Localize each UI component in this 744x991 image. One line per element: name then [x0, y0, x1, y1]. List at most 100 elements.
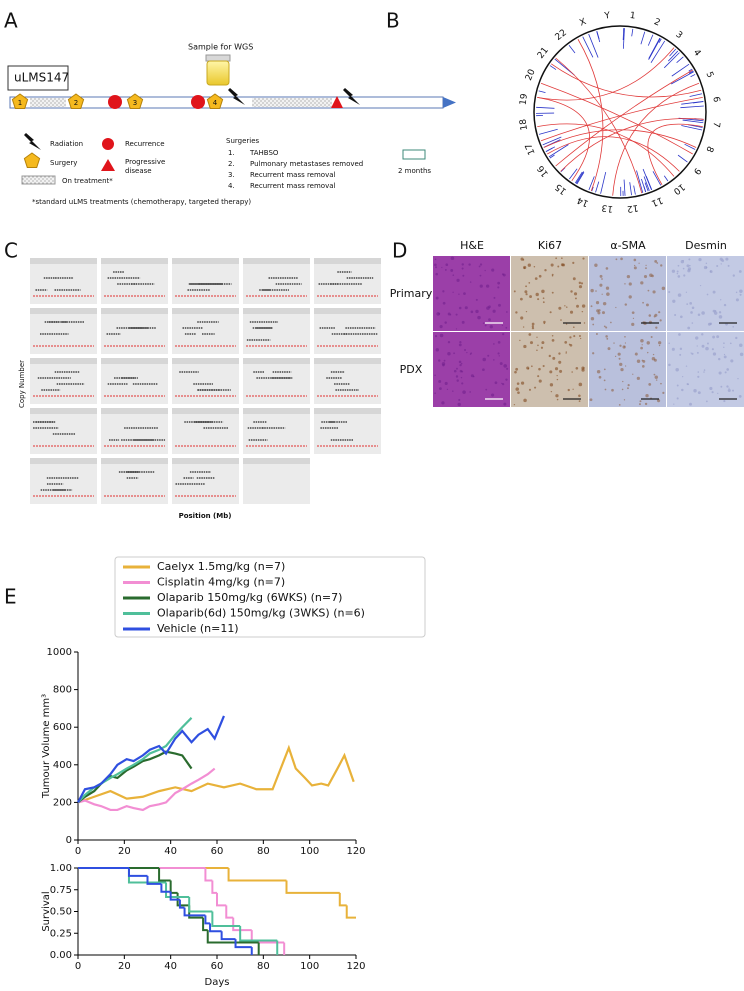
- stain-texture: [522, 326, 525, 328]
- stain-texture: [513, 290, 516, 293]
- stain-texture: [610, 321, 612, 324]
- stain-texture: [605, 267, 609, 270]
- stain-texture: [520, 381, 525, 385]
- sv-mark: [648, 38, 661, 60]
- stain-texture: [718, 311, 722, 314]
- stain-texture: [486, 306, 490, 310]
- stain-texture: [647, 289, 650, 292]
- sv-chord: [547, 136, 680, 172]
- sv-mark: [568, 44, 576, 54]
- sv-mark: [538, 128, 558, 135]
- sample-label: Sample for WGS: [188, 43, 253, 52]
- sv-chord: [560, 118, 704, 172]
- stain-texture: [739, 352, 744, 357]
- stain-texture: [676, 384, 679, 387]
- stain-texture: [683, 274, 686, 277]
- stain-texture: [549, 383, 554, 387]
- stain-texture: [648, 314, 652, 317]
- stain-texture: [595, 290, 597, 292]
- stain-texture: [701, 344, 705, 348]
- cn-panel: [243, 458, 310, 504]
- x-tick-label: 100: [300, 961, 319, 972]
- stain-texture: [479, 274, 482, 277]
- stain-texture: [485, 388, 488, 391]
- cn-strip: [314, 258, 381, 264]
- cn-strip: [172, 408, 239, 414]
- stain-texture: [457, 402, 461, 407]
- stain-texture: [550, 390, 553, 393]
- histology-image: [433, 256, 510, 331]
- survival-step: [178, 899, 185, 909]
- timeline-arrow: [443, 97, 456, 108]
- sv-mark: [588, 176, 595, 191]
- sv-mark: [549, 65, 557, 70]
- chromosome-label: 22: [554, 28, 569, 43]
- chromosome-label: 6: [710, 96, 721, 103]
- stain-texture: [434, 374, 436, 377]
- legend-progression: [101, 159, 115, 171]
- stain-texture: [640, 339, 644, 343]
- axis-label: Copy Number: [18, 360, 26, 408]
- stain-texture: [434, 392, 436, 395]
- stain-texture: [619, 344, 622, 347]
- stain-texture: [631, 311, 635, 315]
- stain-texture: [716, 264, 719, 267]
- stain-texture: [531, 365, 533, 368]
- chromosome-label: 21: [536, 46, 551, 61]
- stain-texture: [675, 368, 679, 372]
- stain-texture: [725, 257, 729, 261]
- stain-texture: [558, 306, 562, 310]
- stain-texture: [540, 346, 544, 349]
- stain-texture: [624, 283, 626, 285]
- stain-texture: [582, 257, 585, 260]
- sv-mark: [600, 171, 607, 194]
- stain-texture: [487, 354, 490, 357]
- stain-texture: [658, 341, 662, 345]
- surgery-text: Recurrent mass removal: [250, 171, 336, 179]
- sv-chord: [540, 82, 693, 155]
- chromosome-gap: [704, 133, 708, 137]
- sv-mark: [595, 181, 600, 193]
- sv-mark: [663, 52, 680, 69]
- stain-texture: [462, 274, 465, 277]
- sv-chord: [540, 97, 703, 142]
- stain-texture: [569, 343, 573, 347]
- event-number: 1: [18, 99, 22, 107]
- stain-texture: [482, 322, 485, 324]
- stain-texture: [549, 311, 552, 314]
- stain-texture: [738, 395, 742, 398]
- stain-texture: [479, 284, 483, 288]
- stain-texture: [618, 357, 621, 360]
- patient-box: [7, 65, 69, 91]
- stain-texture: [597, 311, 601, 315]
- stain-texture: [477, 315, 481, 320]
- cn-panel: [30, 408, 97, 454]
- y-axis-label: Survival: [41, 891, 52, 931]
- stain-texture: [520, 297, 523, 301]
- stain-texture: [501, 382, 505, 386]
- stain-texture: [645, 267, 647, 270]
- stain-texture: [527, 263, 531, 267]
- chromosome-label: 19: [519, 93, 530, 106]
- stain-texture: [434, 263, 437, 267]
- stain-texture: [706, 293, 709, 296]
- legend-entry: Olaparib 150mg/kg (6WKS) (n=7): [157, 591, 342, 604]
- axis-label: Position (Mb): [179, 512, 232, 520]
- stain-texture: [555, 394, 559, 398]
- stain-texture: [468, 263, 471, 266]
- sv-chord: [647, 123, 703, 185]
- cn-strip: [243, 358, 310, 364]
- stain-texture: [590, 288, 594, 293]
- stain-texture: [738, 270, 742, 273]
- legend-text: Recurrence: [125, 140, 165, 148]
- stain-texture: [551, 338, 555, 342]
- stain-texture: [698, 258, 702, 262]
- stain-texture: [689, 402, 692, 406]
- stain-texture: [676, 270, 679, 273]
- stain-texture: [729, 342, 732, 345]
- sv-mark: [538, 90, 546, 93]
- stain-texture: [605, 326, 608, 329]
- survival-step: [209, 923, 222, 933]
- radiation-marker: [228, 88, 245, 105]
- stain-texture: [622, 345, 626, 349]
